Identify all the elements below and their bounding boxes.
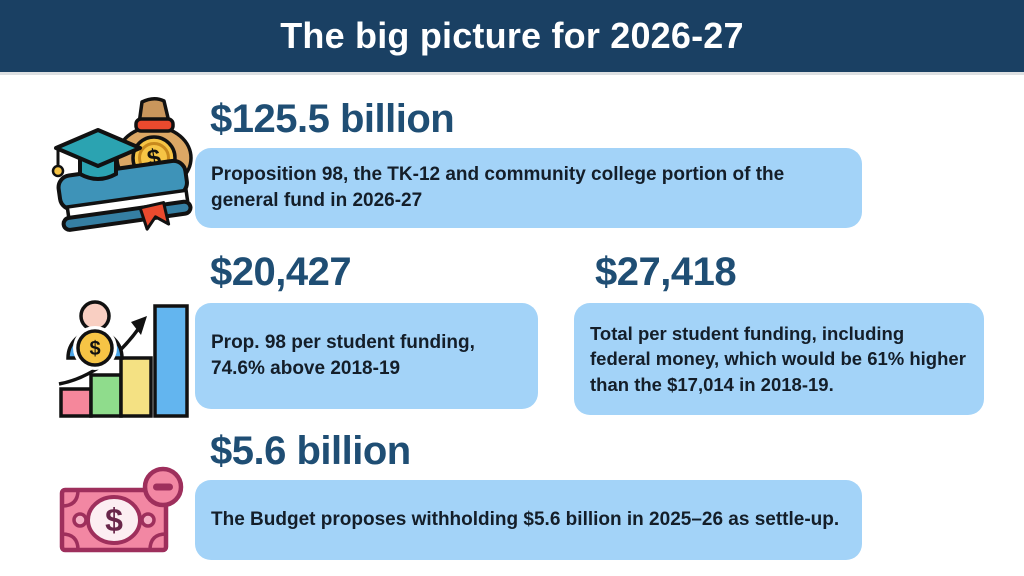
- header-bar: The big picture for 2026-27: [0, 0, 1024, 72]
- money-withholding-icon: $: [56, 466, 194, 566]
- stat-callout-prop98-total: Proposition 98, the TK-12 and community …: [195, 148, 862, 228]
- stat-amount-prop98-per-student: $20,427: [210, 250, 352, 294]
- dollar-glyph: $: [89, 338, 100, 360]
- bar-chart-icon: [59, 304, 189, 418]
- stat-amount-settle-up: $5.6 billion: [210, 429, 411, 473]
- stat-description: Proposition 98, the TK-12 and community …: [211, 163, 785, 211]
- dollar-glyph: $: [105, 502, 123, 538]
- stat-callout-total-per-student: Total per student funding, including fed…: [574, 303, 984, 415]
- person-with-coin-icon: $: [66, 300, 124, 370]
- per-student-funding-growth-icon: $: [55, 292, 197, 424]
- stat-amount-total-per-student: $27,418: [595, 250, 737, 294]
- stat-callout-settle-up: The Budget proposes withholding $5.6 bil…: [195, 480, 862, 560]
- minus-badge-icon: [142, 466, 184, 508]
- stat-description: The Budget proposes withholding $5.6 bil…: [211, 508, 840, 530]
- page-title: The big picture for 2026-27: [280, 15, 744, 56]
- stat-callout-prop98-per-student: Prop. 98 per student funding, 74.6% abov…: [195, 303, 538, 409]
- stat-description: Prop. 98 per student funding, 74.6% abov…: [211, 331, 475, 379]
- education-funding-icon: $: [50, 96, 198, 232]
- stat-amount-prop98-total: $125.5 billion: [210, 97, 455, 141]
- stat-description: Total per student funding, including fed…: [590, 322, 966, 395]
- book-icon: [56, 158, 193, 232]
- graduation-cap-icon: [51, 128, 142, 181]
- banknote-icon: $: [59, 487, 169, 553]
